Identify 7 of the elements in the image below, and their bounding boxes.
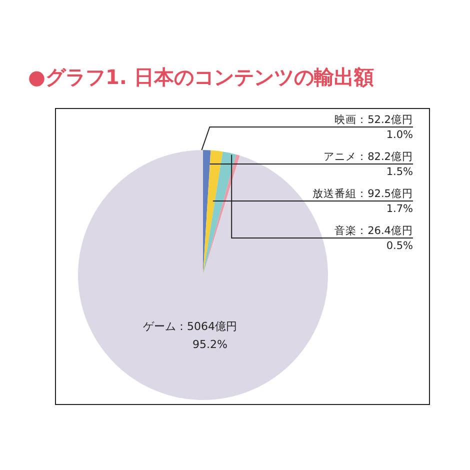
chart-title: ●グラフ1. 日本のコンテンツの輸出額 [28, 64, 374, 91]
slice-label: 映画：52.2億円 1.0% [334, 113, 414, 141]
slice-label: アニメ：82.2億円 1.5% [324, 150, 414, 178]
pie-slice [203, 150, 223, 275]
slice-label: 音楽：26.4億円 0.5% [334, 224, 414, 252]
slice-label: 放送番組：92.5億円 1.7% [312, 187, 414, 215]
slice-label: ゲーム：5064億円 95.2% [143, 320, 237, 351]
